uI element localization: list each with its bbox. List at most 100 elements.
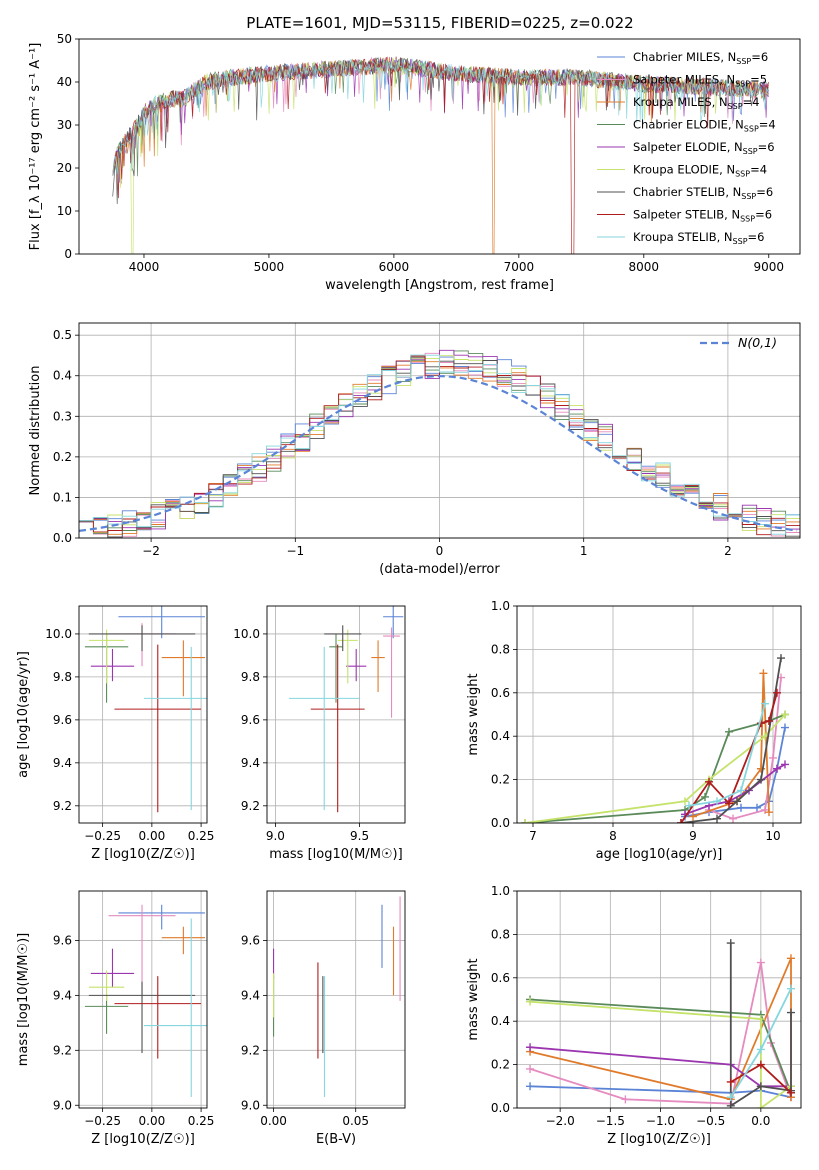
y-tick-label: 0.3 (53, 409, 72, 423)
plus-marker (786, 954, 795, 963)
plus-marker (521, 819, 529, 823)
y-tick-label: 0.4 (491, 1014, 510, 1028)
legend-label: Salpeter MILES, NSSP=5 (633, 73, 767, 89)
plus-marker (756, 1082, 765, 1091)
mass-weight-line (680, 692, 778, 823)
y-axis-label: mass weight (466, 958, 481, 1040)
y-tick-label: 40 (57, 75, 72, 89)
panel-mass-vs-ebv: 0.00 0.05 9.0 9.2 9.4 9.6 E(B-V) (241, 890, 406, 1147)
legend-label: Kroupa STELIB, NSSP=6 (633, 230, 764, 246)
y-tick-label: 10 (57, 204, 72, 218)
y-tick-label: 9.8 (241, 670, 260, 684)
x-tick-label: −0.25 (84, 1114, 121, 1128)
x-tick-label: 0.0 (751, 1114, 770, 1128)
x-tick-label: 5000 (254, 260, 285, 274)
x-tick-label: −1 (286, 544, 304, 558)
plus-marker (756, 1104, 765, 1108)
panel-spectrum: 4000 5000 6000 7000 8000 9000 0 10 20 30 40 50 wavel… (28, 32, 801, 293)
y-axis-label: mass [log10(M/M☉)] (16, 933, 31, 1066)
x-axis-label: E(B-V) (316, 1132, 356, 1147)
plot-area (521, 654, 789, 823)
legend-label: Chabrier MILES, NSSP=6 (633, 50, 768, 66)
panel-massweight-vs-Z: −2.0 −1.5 −1.0 −0.5 0.0 0.0 0.2 0.4 0.6 0.8 1.0 Z [… (466, 884, 802, 1147)
panel-age-vs-Z: −0.25 0.00 0.25 9.2 9.4 9.6 9.8 10.0 Z [log10(Z/… (16, 605, 214, 862)
legend-subscript: SSP (735, 170, 750, 179)
legend-count: =6 (758, 140, 775, 154)
legend-count: =6 (748, 230, 765, 244)
x-axis-label: wavelength [Angstrom, rest frame] (325, 278, 554, 293)
y-tick-label: 9.0 (53, 1098, 72, 1112)
y-tick-label: 9.2 (241, 1043, 260, 1057)
plus-marker (765, 717, 773, 726)
plus-marker (685, 801, 693, 810)
legend-count: =4 (750, 163, 767, 177)
x-tick-label: 1 (580, 544, 588, 558)
plus-marker (769, 753, 777, 762)
plus-marker (737, 786, 745, 795)
plus-marker (756, 958, 765, 967)
mass-weight-line (529, 1085, 792, 1099)
plus-marker (733, 797, 741, 806)
x-tick-label: 10 (765, 829, 780, 843)
y-tick-label: 0.4 (53, 369, 72, 383)
x-axis-label: Z [log10(Z/Z☉)] (91, 1132, 195, 1147)
axes-frame (266, 605, 406, 824)
legend-count: =6 (755, 208, 772, 222)
plot-area (84, 606, 207, 813)
legend-label: Kroupa ELODIE, NSSP=4 (633, 163, 767, 179)
plus-marker (757, 775, 765, 784)
x-tick-label: 4000 (129, 260, 160, 274)
legend-subscript: SSP (733, 237, 748, 246)
y-tick-label: 0.5 (53, 328, 72, 342)
x-tick-label: 2 (724, 544, 732, 558)
x-tick-label: −1.0 (646, 1114, 675, 1128)
y-axis-label: age [log10(age/yr)] (16, 651, 31, 778)
spectrum-line (112, 56, 769, 254)
mass-weight-line (529, 1046, 791, 1088)
legend-subscript: SSP (744, 125, 759, 134)
plus-marker (526, 1064, 535, 1073)
y-tick-label: 9.4 (53, 988, 72, 1002)
plus-marker (786, 1008, 795, 1017)
plus-marker (759, 669, 768, 678)
plot-area (84, 904, 207, 1098)
x-tick-label: 9.0 (266, 829, 285, 843)
axes-frame (516, 890, 802, 1109)
legend-label: Salpeter STELIB, NSSP=6 (633, 208, 772, 224)
axes-frame (516, 605, 802, 824)
axes-frame (78, 605, 208, 824)
legend-label: Chabrier STELIB, NSSP=6 (633, 185, 773, 201)
mass-weight-line (688, 703, 766, 807)
y-tick-label: 30 (57, 118, 72, 132)
plus-marker (786, 984, 795, 993)
y-tick-label: 50 (57, 32, 72, 46)
histogram-steps (79, 354, 800, 535)
y-tick-label: 0.1 (53, 490, 72, 504)
plus-marker (725, 727, 733, 736)
plot-area (79, 349, 800, 538)
x-tick-label: 8 (609, 829, 617, 843)
y-tick-label: 0.2 (53, 450, 72, 464)
y-tick-label: 0.8 (491, 642, 510, 656)
y-axis-label: Flux [f_λ 10⁻¹⁷ erg cm⁻² s⁻¹ A⁻¹] (28, 43, 43, 251)
legend-subscript: SSP (740, 215, 755, 224)
x-axis-label: (data-model)/error (379, 562, 500, 577)
plus-marker (526, 997, 535, 1006)
y-tick-label: 9.4 (53, 756, 72, 770)
plus-marker (773, 764, 781, 773)
x-tick-label: 9.5 (350, 829, 369, 843)
plus-marker (526, 1043, 535, 1052)
y-tick-label: 10.0 (233, 627, 260, 641)
y-tick-label: 0.2 (491, 1058, 510, 1072)
x-tick-label: 0.00 (139, 829, 166, 843)
plus-marker (737, 803, 745, 812)
legend-subscript: SSP (741, 192, 756, 201)
x-tick-label: −2.0 (546, 1114, 575, 1128)
figure-title: PLATE=1601, MJD=53115, FIBERID=0225, z=0… (246, 14, 633, 32)
plus-marker (777, 654, 785, 663)
y-tick-label: 0.6 (491, 686, 510, 700)
panel-residual-histogram: −2 −1 0 1 2 0.0 0.1 0.2 0.3 0.4 0.5 (data-model)/er… (28, 322, 801, 577)
axes-frame (266, 890, 406, 1109)
legend-subscript: SSP (736, 57, 751, 66)
plus-marker (756, 1015, 765, 1024)
